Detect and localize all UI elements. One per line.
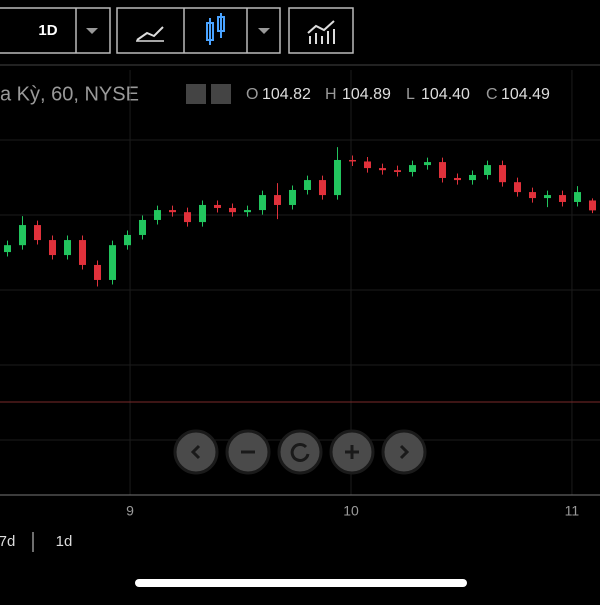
candle-body [19, 225, 26, 246]
c-label: C [486, 86, 498, 103]
settings-icon[interactable] [211, 84, 231, 104]
candle-body [469, 174, 476, 181]
candle-body [199, 204, 206, 223]
candle-body [439, 162, 446, 178]
candle-body [214, 204, 221, 208]
candle-body [259, 195, 266, 211]
candle-body [169, 210, 176, 213]
line-icon [136, 26, 164, 41]
range-1d[interactable]: 1d [56, 533, 73, 550]
eye-icon[interactable] [186, 84, 206, 104]
candle-body [454, 177, 461, 181]
scroll-right[interactable] [381, 429, 427, 475]
candle-body [289, 189, 296, 205]
candle-body [544, 195, 551, 199]
scroll-left[interactable] [173, 429, 219, 475]
candle-body [139, 219, 146, 235]
l-label: L [406, 86, 415, 103]
candle-body [409, 165, 416, 172]
candle-body [124, 234, 131, 246]
candle-body [244, 210, 251, 213]
plot [0, 147, 600, 403]
candle-body [109, 245, 116, 280]
o-label: O [246, 86, 258, 103]
x-tick-label: 9 [126, 503, 134, 519]
candle-body [334, 159, 341, 196]
indicators-box[interactable] [288, 7, 354, 54]
range-7d[interactable]: 7d [0, 533, 15, 550]
c-value: 104.49 [501, 86, 550, 103]
candle-body [364, 161, 371, 169]
reset[interactable] [277, 429, 323, 475]
ohlc: O 104.82 H 104.89 L 104.40 C 104.49 [246, 86, 550, 103]
h-value: 104.89 [342, 86, 391, 103]
interval[interactable]: 1D [38, 22, 57, 39]
h-label: H [325, 86, 337, 103]
candle-body [34, 225, 41, 241]
candle-body [529, 192, 536, 199]
candle-body [4, 245, 11, 253]
candle-body [304, 180, 311, 190]
x-tick-label: 10 [343, 503, 359, 519]
candle-body [349, 159, 356, 162]
indicator-icon [307, 20, 335, 44]
candle-body [484, 165, 491, 175]
interval-box[interactable] [0, 7, 111, 54]
toolbar [0, 7, 354, 54]
zoom-controls [173, 429, 427, 475]
x-tick-label: 11 [565, 503, 580, 519]
o-value: 104.82 [262, 86, 311, 103]
candle-body [94, 264, 101, 280]
candle-body [499, 165, 506, 183]
candle-body [559, 195, 566, 202]
candle-body [229, 207, 236, 213]
candle-body [274, 195, 281, 205]
chart-type-box[interactable] [116, 7, 281, 54]
home-indicator [135, 579, 467, 587]
symbol: a Kỳ, 60, NYSE [0, 83, 139, 105]
candle-icon [206, 13, 225, 45]
candle-body [49, 240, 56, 256]
candle-body [589, 200, 596, 211]
candle-body [394, 170, 401, 172]
candle-body [184, 212, 191, 223]
l-value: 104.40 [421, 86, 470, 103]
candle-body [79, 240, 86, 265]
candle-body [379, 168, 386, 171]
grid [0, 70, 600, 495]
candle-body [424, 162, 431, 166]
candle-body [64, 240, 71, 256]
candle-body [574, 192, 581, 202]
candle-body [514, 182, 521, 193]
candle-body [319, 180, 326, 196]
candle-body [154, 210, 161, 220]
